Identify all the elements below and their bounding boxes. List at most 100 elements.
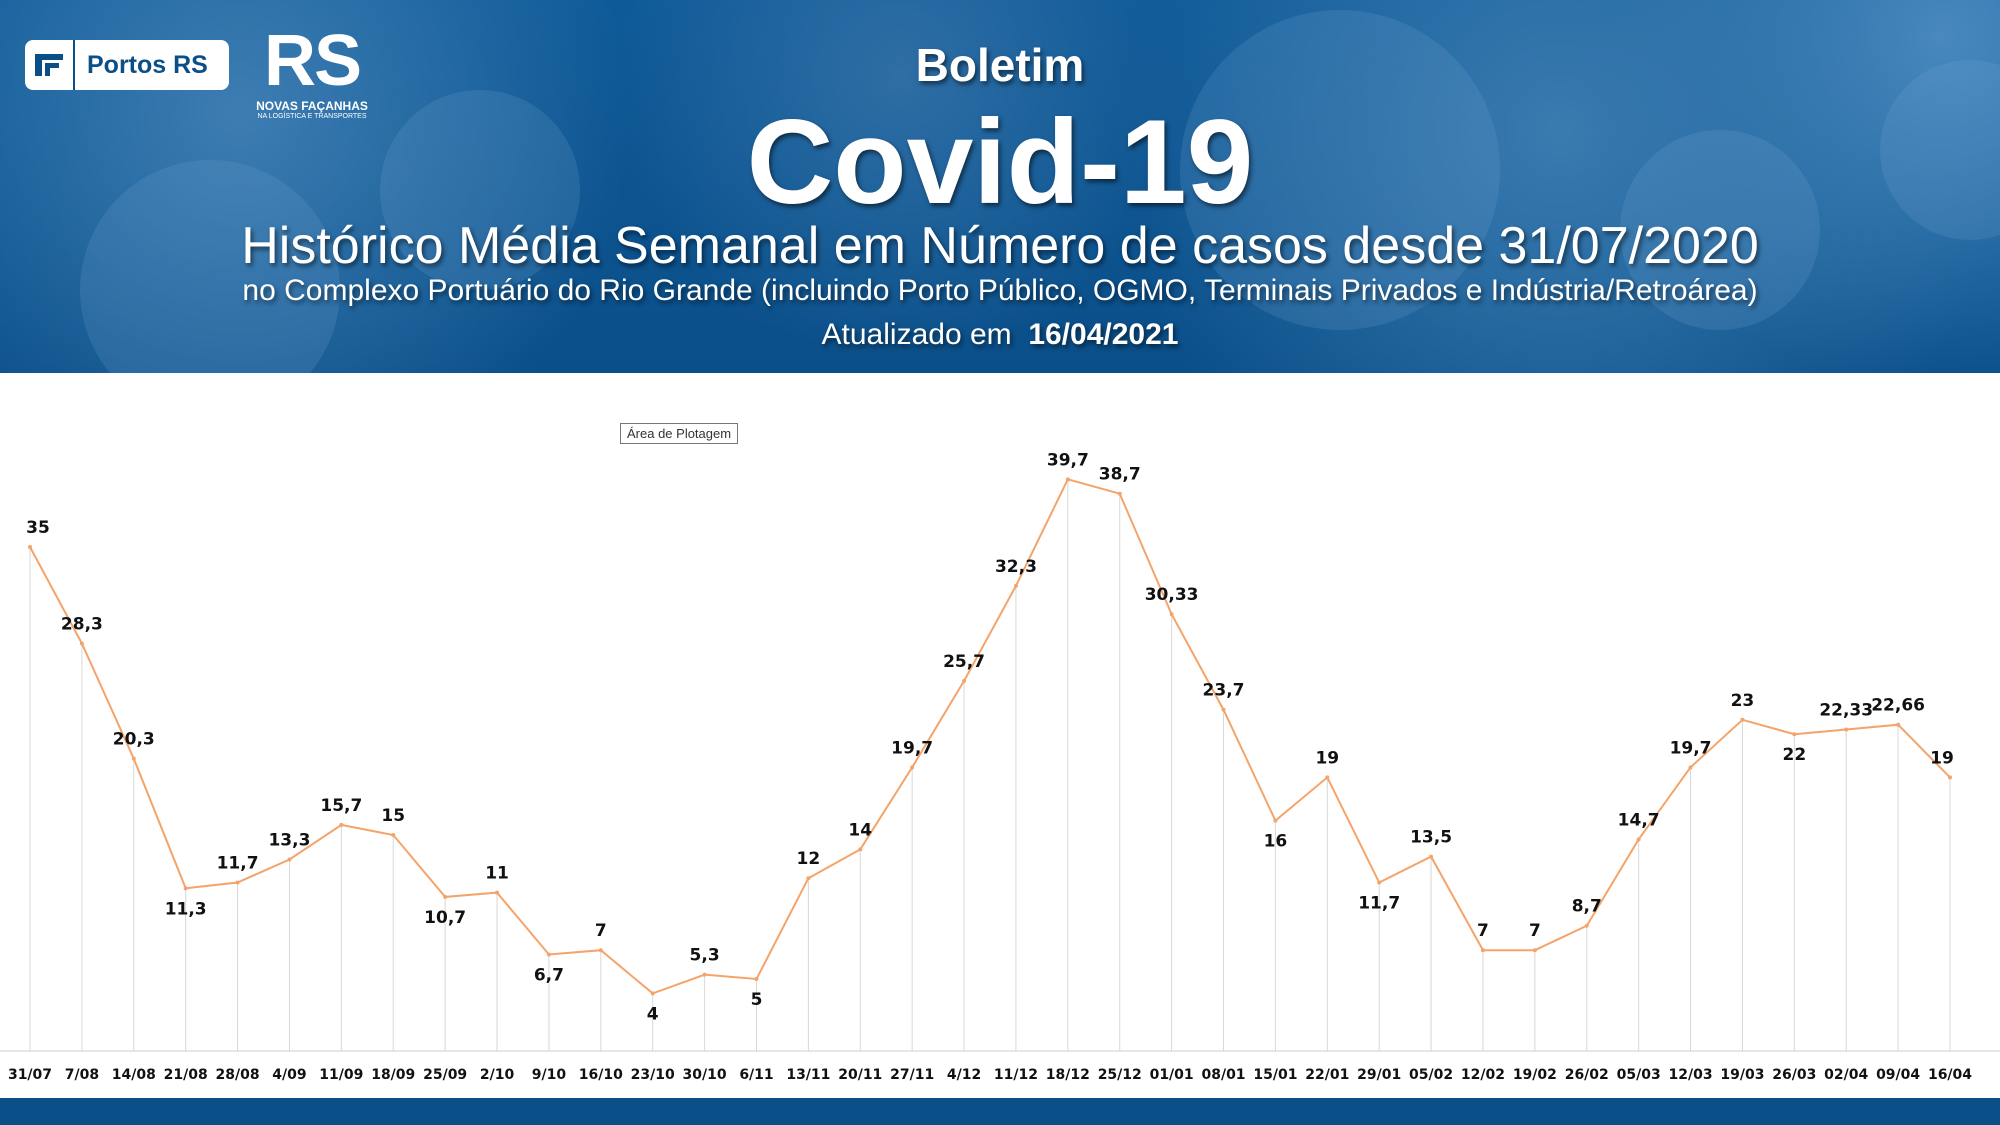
rs-logo-tagline: NOVAS FAÇANHAS bbox=[256, 99, 368, 113]
data-point[interactable] bbox=[1896, 722, 1901, 727]
x-tick-label: 6/11 bbox=[739, 1067, 773, 1083]
data-label: 5 bbox=[751, 990, 763, 1010]
data-point[interactable] bbox=[1636, 837, 1641, 842]
data-label: 4 bbox=[647, 1004, 659, 1024]
x-tick-label: 12/02 bbox=[1461, 1067, 1505, 1083]
x-tick-label: 11/09 bbox=[319, 1067, 363, 1083]
x-tick-label: 25/12 bbox=[1098, 1067, 1142, 1083]
x-tick-label: 05/03 bbox=[1617, 1067, 1661, 1083]
x-tick-label: 20/11 bbox=[838, 1067, 882, 1083]
rs-gov-logo: RS NOVAS FAÇANHAS NA LOGÍSTICA E TRANSPO… bbox=[252, 25, 372, 145]
data-point[interactable] bbox=[1792, 732, 1797, 737]
x-tick-label: 08/01 bbox=[1201, 1067, 1245, 1083]
data-point[interactable] bbox=[1688, 765, 1693, 770]
x-tick-label: 25/09 bbox=[423, 1067, 467, 1083]
data-label: 8,7 bbox=[1572, 897, 1602, 917]
data-label: 19,7 bbox=[1670, 738, 1712, 758]
data-point[interactable] bbox=[79, 641, 84, 646]
x-tick-label: 22/01 bbox=[1305, 1067, 1349, 1083]
data-label: 35 bbox=[26, 518, 50, 538]
data-point[interactable] bbox=[1117, 491, 1122, 496]
x-tick-label: 18/09 bbox=[371, 1067, 415, 1083]
data-point[interactable] bbox=[1065, 477, 1070, 482]
x-tick-label: 15/01 bbox=[1253, 1067, 1297, 1083]
line-chart[interactable]: 35 28,3 20,3 11,3 11,7 13,3 15,7 15 10,7 11 6,7 7 4 5… bbox=[0, 373, 2000, 1098]
data-label: 14 bbox=[848, 820, 872, 840]
data-point[interactable] bbox=[235, 880, 240, 885]
chart-panel: 35 28,3 20,3 11,3 11,7 13,3 15,7 15 10,7 11 6,7 7 4 5… bbox=[0, 373, 2000, 1098]
data-point[interactable] bbox=[1221, 707, 1226, 712]
data-label: 22 bbox=[1782, 745, 1806, 765]
x-tick-label: 19/03 bbox=[1720, 1067, 1764, 1083]
x-tick-label: 05/02 bbox=[1409, 1067, 1453, 1083]
data-point[interactable] bbox=[183, 886, 188, 891]
data-point[interactable] bbox=[287, 857, 292, 862]
data-point[interactable] bbox=[1584, 923, 1589, 928]
x-tick-label: 28/08 bbox=[216, 1067, 260, 1083]
chart-subtitle: Histórico Média Semanal em Número de cas… bbox=[241, 217, 1759, 275]
x-tick-label: 01/01 bbox=[1150, 1067, 1194, 1083]
data-label: 11 bbox=[485, 864, 509, 884]
x-tick-label: 2/10 bbox=[480, 1067, 515, 1083]
data-point[interactable] bbox=[1325, 775, 1330, 780]
series-line bbox=[29, 478, 1951, 995]
data-point[interactable] bbox=[443, 894, 448, 899]
data-point[interactable] bbox=[1013, 583, 1018, 588]
page-title: Covid-19 bbox=[746, 95, 1254, 229]
data-point[interactable] bbox=[598, 948, 603, 953]
x-tick-label: 21/08 bbox=[164, 1067, 208, 1083]
data-point[interactable] bbox=[1532, 948, 1537, 953]
x-tick-label: 16/04 bbox=[1928, 1067, 1972, 1083]
data-point[interactable] bbox=[962, 678, 967, 683]
x-tick-label: 18/12 bbox=[1046, 1067, 1090, 1083]
data-point[interactable] bbox=[702, 972, 707, 977]
x-tick-label: 4/12 bbox=[947, 1067, 981, 1083]
updated-line: Atualizado em 16/04/2021 bbox=[0, 318, 2000, 352]
x-tick-label: 26/02 bbox=[1565, 1067, 1609, 1083]
data-point[interactable] bbox=[806, 876, 811, 881]
x-tick-label: 12/03 bbox=[1669, 1067, 1713, 1083]
data-point[interactable] bbox=[28, 545, 32, 549]
x-tick-label: 7/08 bbox=[65, 1067, 99, 1083]
x-tick-label: 19/02 bbox=[1513, 1067, 1557, 1083]
portos-logo-text: Portos RS bbox=[87, 50, 208, 79]
data-point[interactable] bbox=[1740, 717, 1745, 722]
data-point[interactable] bbox=[858, 847, 863, 852]
data-label: 23,7 bbox=[1203, 681, 1245, 701]
data-label: 7 bbox=[1529, 921, 1541, 941]
data-label: 11,7 bbox=[217, 854, 259, 874]
rs-logo-subtagline: NA LOGÍSTICA E TRANSPORTES bbox=[257, 113, 367, 120]
updated-date: 16/04/2021 bbox=[1028, 318, 1179, 351]
data-label: 23 bbox=[1731, 691, 1755, 711]
footer-band bbox=[0, 1098, 2000, 1125]
data-point[interactable] bbox=[1480, 948, 1485, 953]
x-tick-label: 14/08 bbox=[112, 1067, 156, 1083]
x-tick-label: 31/07 bbox=[8, 1067, 52, 1083]
portos-rs-logo: Portos RS bbox=[25, 40, 229, 90]
data-label: 14,7 bbox=[1618, 810, 1660, 830]
data-label: 19 bbox=[1315, 748, 1339, 768]
x-tick-label: 16/10 bbox=[579, 1067, 623, 1083]
data-label: 5,3 bbox=[690, 946, 720, 966]
data-point[interactable] bbox=[546, 952, 551, 957]
data-point[interactable] bbox=[754, 977, 759, 981]
data-label: 28,3 bbox=[61, 614, 103, 634]
data-label: 13,5 bbox=[1410, 828, 1452, 848]
data-point[interactable] bbox=[339, 822, 344, 827]
data-point[interactable] bbox=[910, 765, 915, 770]
x-tick-label: 4/09 bbox=[272, 1067, 306, 1083]
data-point[interactable] bbox=[131, 756, 136, 761]
data-point[interactable] bbox=[650, 991, 655, 996]
data-point[interactable] bbox=[1169, 612, 1174, 617]
data-label: 10,7 bbox=[424, 908, 466, 928]
data-label: 16 bbox=[1264, 832, 1288, 852]
data-label: 39,7 bbox=[1047, 450, 1089, 470]
data-point[interactable] bbox=[1273, 818, 1278, 823]
data-point[interactable] bbox=[495, 890, 500, 895]
data-point[interactable] bbox=[1844, 727, 1849, 732]
data-point[interactable] bbox=[1948, 775, 1952, 780]
data-point[interactable] bbox=[1429, 854, 1434, 859]
data-point[interactable] bbox=[1377, 880, 1382, 885]
data-point[interactable] bbox=[391, 833, 396, 837]
plot-area-tooltip: Área de Plotagem bbox=[620, 423, 739, 444]
